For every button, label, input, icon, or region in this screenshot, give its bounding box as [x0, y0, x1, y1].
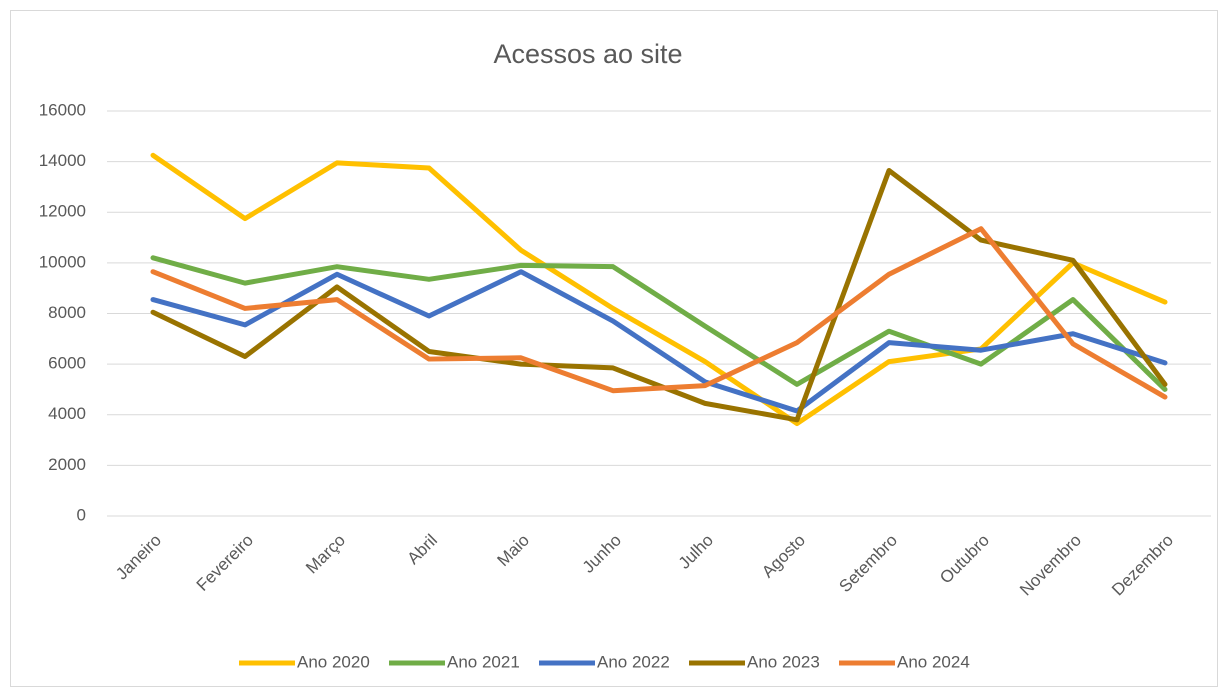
y-tick-label: 8000: [48, 303, 86, 322]
line-series: [150, 269, 1168, 414]
y-tick-label: 12000: [39, 202, 86, 221]
y-tick-label: 6000: [48, 354, 86, 373]
y-tick-label: 16000: [39, 100, 86, 119]
y-tick-label: 14000: [39, 151, 86, 170]
y-tick-label: 4000: [48, 404, 86, 423]
legend-label: Ano 2023: [747, 652, 820, 671]
legend-label: Ano 2020: [297, 652, 370, 671]
chart-title: Acessos ao site: [493, 39, 682, 69]
y-tick-label: 10000: [39, 252, 86, 271]
y-tick-label: 0: [77, 505, 86, 524]
y-tick-label: 2000: [48, 455, 86, 474]
legend-label: Ano 2021: [447, 652, 520, 671]
line-series: [150, 152, 1168, 427]
line-series: [150, 167, 1168, 423]
legend-label: Ano 2022: [597, 652, 670, 671]
line-series: [150, 226, 1168, 400]
chart-frame: [10, 10, 1218, 687]
line-series: [150, 255, 1168, 392]
legend-label: Ano 2024: [897, 652, 970, 671]
